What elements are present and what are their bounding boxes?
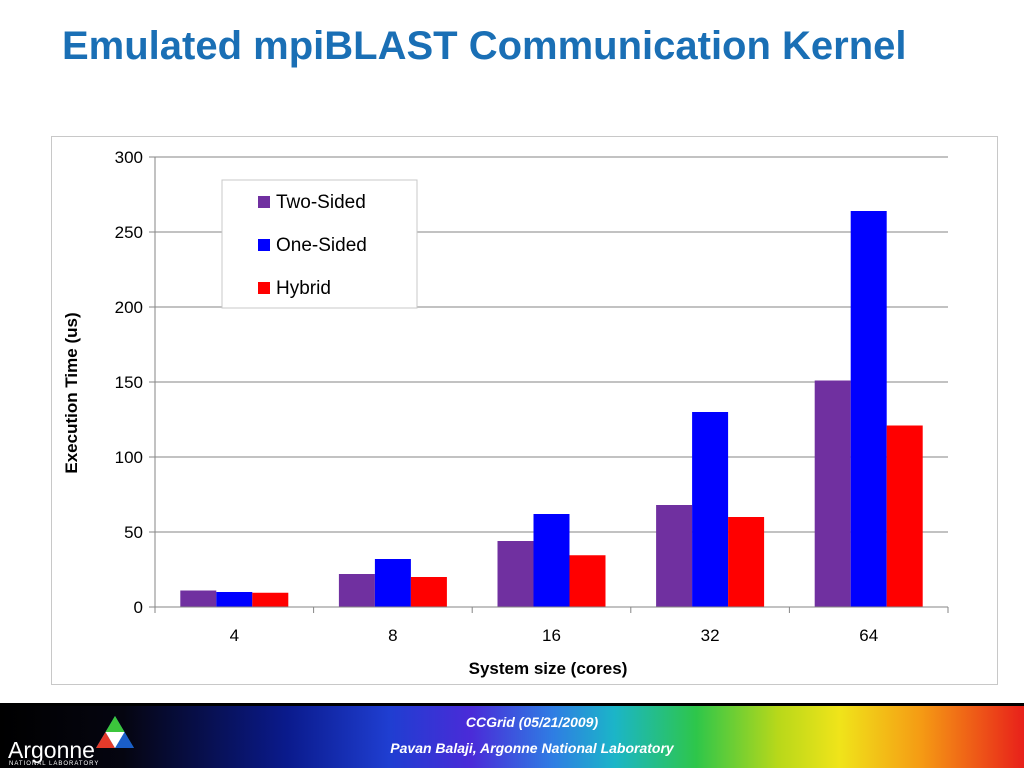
legend-label: Hybrid [276, 278, 331, 299]
bar-one-sided-16 [533, 514, 570, 607]
x-tick-label: 8 [388, 626, 397, 645]
logo-subtext: NATIONAL LABORATORY [9, 761, 100, 767]
argonne-logo: Argonne NATIONAL LABORATORY [6, 711, 146, 767]
legend-swatch [258, 282, 270, 294]
bars [180, 211, 923, 607]
y-tick-label: 300 [115, 148, 143, 167]
legend-swatch [258, 239, 270, 251]
y-axis-label: Execution Time (us) [62, 312, 81, 473]
bar-hybrid-64 [886, 425, 923, 607]
footer-author: Pavan Balaji, Argonne National Laborator… [390, 740, 674, 756]
x-tick-label: 16 [542, 626, 561, 645]
bar-one-sided-8 [374, 559, 411, 607]
tick-labels: 0 50 100 150 200 250 300 4 8 16 32 64 [115, 148, 879, 645]
y-tick-label: 100 [115, 448, 143, 467]
y-tick-label: 150 [115, 373, 143, 392]
bar-hybrid-4 [252, 592, 289, 607]
argonne-triangle-icon [96, 716, 134, 748]
logo-wordmark: Argonne [8, 737, 95, 763]
y-tick-label: 200 [115, 298, 143, 317]
legend-swatch [258, 196, 270, 208]
legend-box [221, 179, 418, 309]
bar-two-sided-8 [338, 574, 375, 607]
bar-hybrid-8 [410, 577, 447, 607]
footer-conference: CCGrid (05/21/2009) [465, 714, 599, 730]
bar-one-sided-64 [850, 211, 887, 607]
bar-two-sided-16 [497, 541, 534, 607]
bar-hybrid-32 [728, 517, 765, 607]
legend: Two-Sided One-Sided Hybrid [221, 179, 418, 309]
bar-one-sided-32 [692, 412, 729, 607]
bar-hybrid-16 [569, 555, 606, 607]
x-axis-label: System size (cores) [469, 659, 628, 678]
x-tick-label: 4 [230, 626, 239, 645]
bar-two-sided-32 [656, 505, 693, 607]
legend-label: Two-Sided [276, 192, 366, 213]
y-tick-label: 50 [124, 523, 143, 542]
x-tick-label: 32 [701, 626, 720, 645]
bar-two-sided-64 [814, 380, 851, 607]
footer-bar: Argonne NATIONAL LABORATORY CCGrid (05/2… [0, 703, 1024, 768]
y-tick-label: 0 [134, 598, 143, 617]
axes [149, 156, 949, 613]
y-tick-label: 250 [115, 223, 143, 242]
legend-label: One-Sided [276, 235, 367, 256]
slide-title: Emulated mpiBLAST Communication Kernel [62, 24, 907, 68]
bar-two-sided-4 [180, 590, 217, 607]
bar-one-sided-4 [216, 592, 253, 607]
bar-chart: 0 50 100 150 200 250 300 4 8 16 32 64 Execution Tim… [62, 148, 949, 678]
x-tick-label: 64 [859, 626, 878, 645]
chart-area: 0 50 100 150 200 250 300 4 8 16 32 64 Execution Tim… [51, 136, 998, 685]
footer-divider [0, 703, 1024, 706]
